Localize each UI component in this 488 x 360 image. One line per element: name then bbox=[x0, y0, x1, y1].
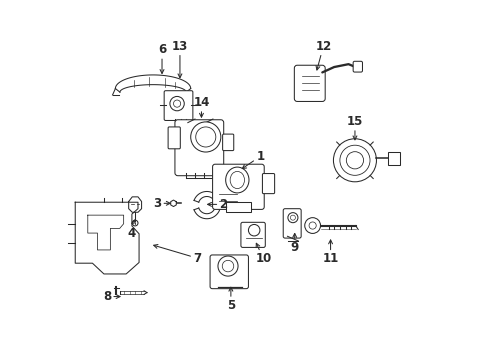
Text: 13: 13 bbox=[171, 40, 188, 78]
FancyBboxPatch shape bbox=[222, 134, 233, 150]
Circle shape bbox=[190, 122, 221, 152]
Circle shape bbox=[169, 96, 184, 111]
Text: 15: 15 bbox=[346, 115, 363, 140]
Polygon shape bbox=[75, 202, 139, 274]
Circle shape bbox=[287, 213, 297, 223]
FancyBboxPatch shape bbox=[241, 222, 265, 247]
Text: 8: 8 bbox=[102, 290, 120, 303]
Circle shape bbox=[248, 225, 260, 236]
Text: 2: 2 bbox=[207, 198, 227, 211]
Polygon shape bbox=[194, 192, 220, 219]
FancyBboxPatch shape bbox=[168, 127, 180, 149]
FancyBboxPatch shape bbox=[294, 65, 325, 102]
Text: 12: 12 bbox=[315, 40, 331, 70]
FancyBboxPatch shape bbox=[210, 255, 248, 289]
Circle shape bbox=[339, 145, 369, 175]
Polygon shape bbox=[170, 200, 176, 207]
Text: 6: 6 bbox=[158, 43, 166, 73]
Circle shape bbox=[304, 218, 320, 233]
Text: 4: 4 bbox=[127, 220, 135, 240]
Circle shape bbox=[218, 256, 238, 276]
Circle shape bbox=[346, 152, 363, 169]
FancyBboxPatch shape bbox=[212, 164, 264, 210]
FancyBboxPatch shape bbox=[262, 174, 274, 194]
FancyBboxPatch shape bbox=[225, 202, 250, 212]
Text: 3: 3 bbox=[153, 197, 170, 210]
Circle shape bbox=[333, 139, 376, 182]
Polygon shape bbox=[115, 75, 190, 92]
FancyBboxPatch shape bbox=[352, 61, 362, 72]
FancyBboxPatch shape bbox=[175, 120, 223, 176]
Text: 9: 9 bbox=[290, 234, 298, 254]
Text: 14: 14 bbox=[193, 96, 209, 117]
FancyBboxPatch shape bbox=[164, 91, 192, 121]
Polygon shape bbox=[128, 197, 142, 212]
FancyBboxPatch shape bbox=[387, 152, 400, 165]
FancyBboxPatch shape bbox=[283, 209, 301, 238]
Text: 1: 1 bbox=[242, 150, 264, 168]
Text: 5: 5 bbox=[226, 287, 235, 312]
Text: 11: 11 bbox=[322, 240, 338, 265]
Ellipse shape bbox=[225, 167, 248, 193]
Text: 7: 7 bbox=[153, 244, 201, 265]
Text: 10: 10 bbox=[255, 243, 271, 265]
